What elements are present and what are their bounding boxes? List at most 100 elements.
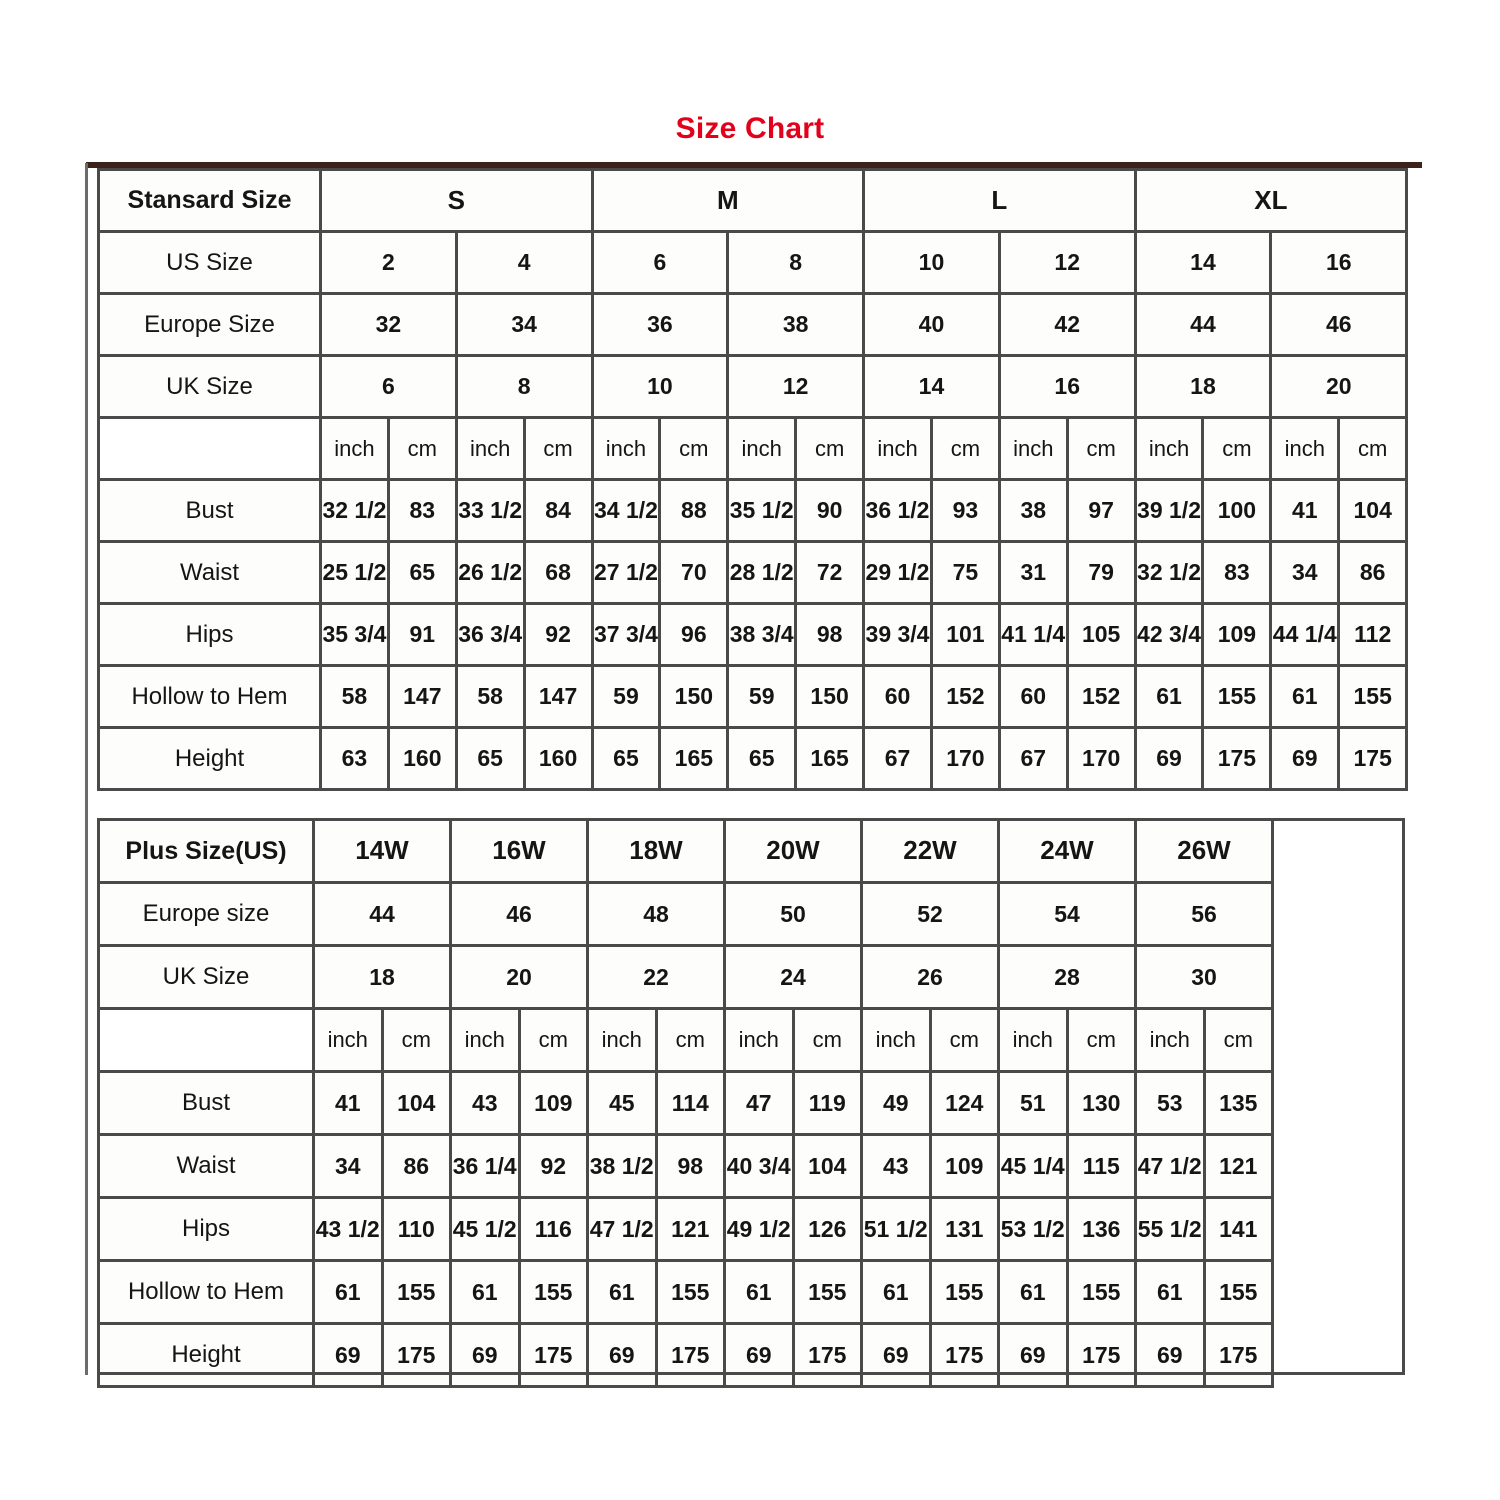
measurement-value: 61 [312,1259,384,1325]
measurement-value: 175 [1065,1322,1137,1388]
measurement-value: 98 [794,602,866,667]
size-value: 12 [997,230,1137,295]
size-value: 46 [449,881,589,947]
measurement-value: 147 [522,664,594,729]
measurement-value: 58 [454,664,526,729]
measurement-value: 109 [928,1133,1000,1199]
measurement-value: 70 [658,540,730,605]
measurement-value: 43 1/2 [312,1196,384,1262]
size-value: 22 [586,944,726,1010]
measurement-value: 65 [386,540,458,605]
measurement-value: 136 [1065,1196,1137,1262]
measurement-value: 121 [1202,1133,1274,1199]
measurement-value: 160 [522,726,594,791]
unit-header: inch [1134,1007,1206,1073]
unit-header: inch [1133,416,1205,481]
table-pad-cell [1271,819,1408,883]
unit-header: inch [862,416,933,481]
measurement-value: 68 [522,540,594,605]
table-row: Height 63 160 65 160 65 165 65 165 67 170 67 170 69 17… [97,726,1409,791]
measurement-value: 126 [791,1196,863,1262]
measurement-value: 155 [654,1259,726,1325]
row-label: UK Size [97,354,322,419]
measurement-value: 114 [654,1070,726,1136]
unit-header: cm [517,1007,589,1073]
measurement-value: 155 [517,1259,589,1325]
table-pad-cell [1271,882,1408,946]
measurement-value: 41 [312,1070,384,1136]
left-decorative-rule [85,163,88,1375]
measurement-value: 91 [386,602,458,667]
size-value: 16 [1269,230,1409,295]
measurement-value: 83 [386,478,458,543]
measurement-value: 150 [794,664,866,729]
table-row: inch cm inch cm inch cm inch cm inch cm inch cm inch… [97,1007,1408,1073]
measurement-value: 175 [928,1322,1000,1388]
size-value: 52 [860,881,1000,947]
size-value: 28 [997,944,1137,1010]
size-value: 6 [319,354,458,419]
size-value: 14 [862,354,1001,419]
measurement-value: 40 3/4 [723,1133,795,1199]
unit-header: cm [1337,416,1409,481]
measurement-value: 147 [386,664,458,729]
measurement-value: 83 [1201,540,1273,605]
unit-header: cm [1201,416,1273,481]
unit-header: inch [726,416,798,481]
measurement-value: 135 [1202,1070,1274,1136]
size-value: 4 [454,230,594,295]
size-value: 56 [1134,881,1274,947]
measurement-value: 61 [1269,664,1341,729]
size-value: 34 [454,292,594,357]
measurement-value: 61 [1134,1259,1206,1325]
measurement-value: 175 [1201,726,1273,791]
table-row: Bust 32 1/2 83 33 1/2 84 34 1/2 88 35 1/2 90 36 1… [97,478,1409,543]
table-row: US Size 2 4 6 8 10 12 14 16 [97,230,1409,295]
measurement-value: 170 [929,726,1001,791]
measurement-value: 160 [386,726,458,791]
size-value: 14 [1133,230,1273,295]
size-group-header: L [862,168,1137,233]
size-group-header: XL [1133,168,1409,233]
measurement-value: 67 [997,726,1069,791]
measurement-value: 38 3/4 [726,602,798,667]
measurement-label: Height [97,1322,315,1388]
measurement-value: 51 [997,1070,1069,1136]
measurement-value: 53 1/2 [997,1196,1069,1262]
measurement-value: 59 [590,664,662,729]
measurement-value: 36 3/4 [454,602,526,667]
measurement-value: 110 [380,1196,452,1262]
measurement-value: 72 [794,540,866,605]
size-value: 44 [312,881,452,947]
table-row: inch cm inch cm inch cm inch cm inch cm inch cm inch… [97,416,1409,481]
size-value: 32 [319,292,458,357]
measurement-value: 42 3/4 [1133,602,1205,667]
measurement-label: Hips [97,1196,315,1262]
measurement-label: Bust [97,478,322,543]
size-value: 38 [726,292,866,357]
measurement-value: 96 [658,602,730,667]
measurement-value: 44 1/4 [1269,602,1341,667]
size-value: 10 [862,230,1001,295]
measurement-label: Hips [97,602,322,667]
measurement-value: 152 [929,664,1001,729]
measurement-value: 25 1/2 [319,540,390,605]
measurement-value: 69 [723,1322,795,1388]
unit-header: cm [386,416,458,481]
measurement-value: 175 [380,1322,452,1388]
size-group-header: 26W [1134,818,1274,884]
measurement-value: 165 [658,726,730,791]
measurement-value: 49 [860,1070,932,1136]
table-row: Hips 35 3/4 91 36 3/4 92 37 3/4 96 38 3/4 98 39 3… [97,602,1409,667]
table-pad-cell [1271,1323,1408,1387]
measurement-value: 67 [862,726,933,791]
measurement-label: Bust [97,1070,315,1136]
measurement-value: 33 1/2 [454,478,526,543]
table-pad-cell [1271,1071,1408,1135]
measurement-value: 38 [997,478,1069,543]
measurement-value: 69 [449,1322,521,1388]
size-value: 24 [723,944,863,1010]
measurement-value: 75 [929,540,1001,605]
unit-header: cm [654,1007,726,1073]
size-value: 54 [997,881,1137,947]
